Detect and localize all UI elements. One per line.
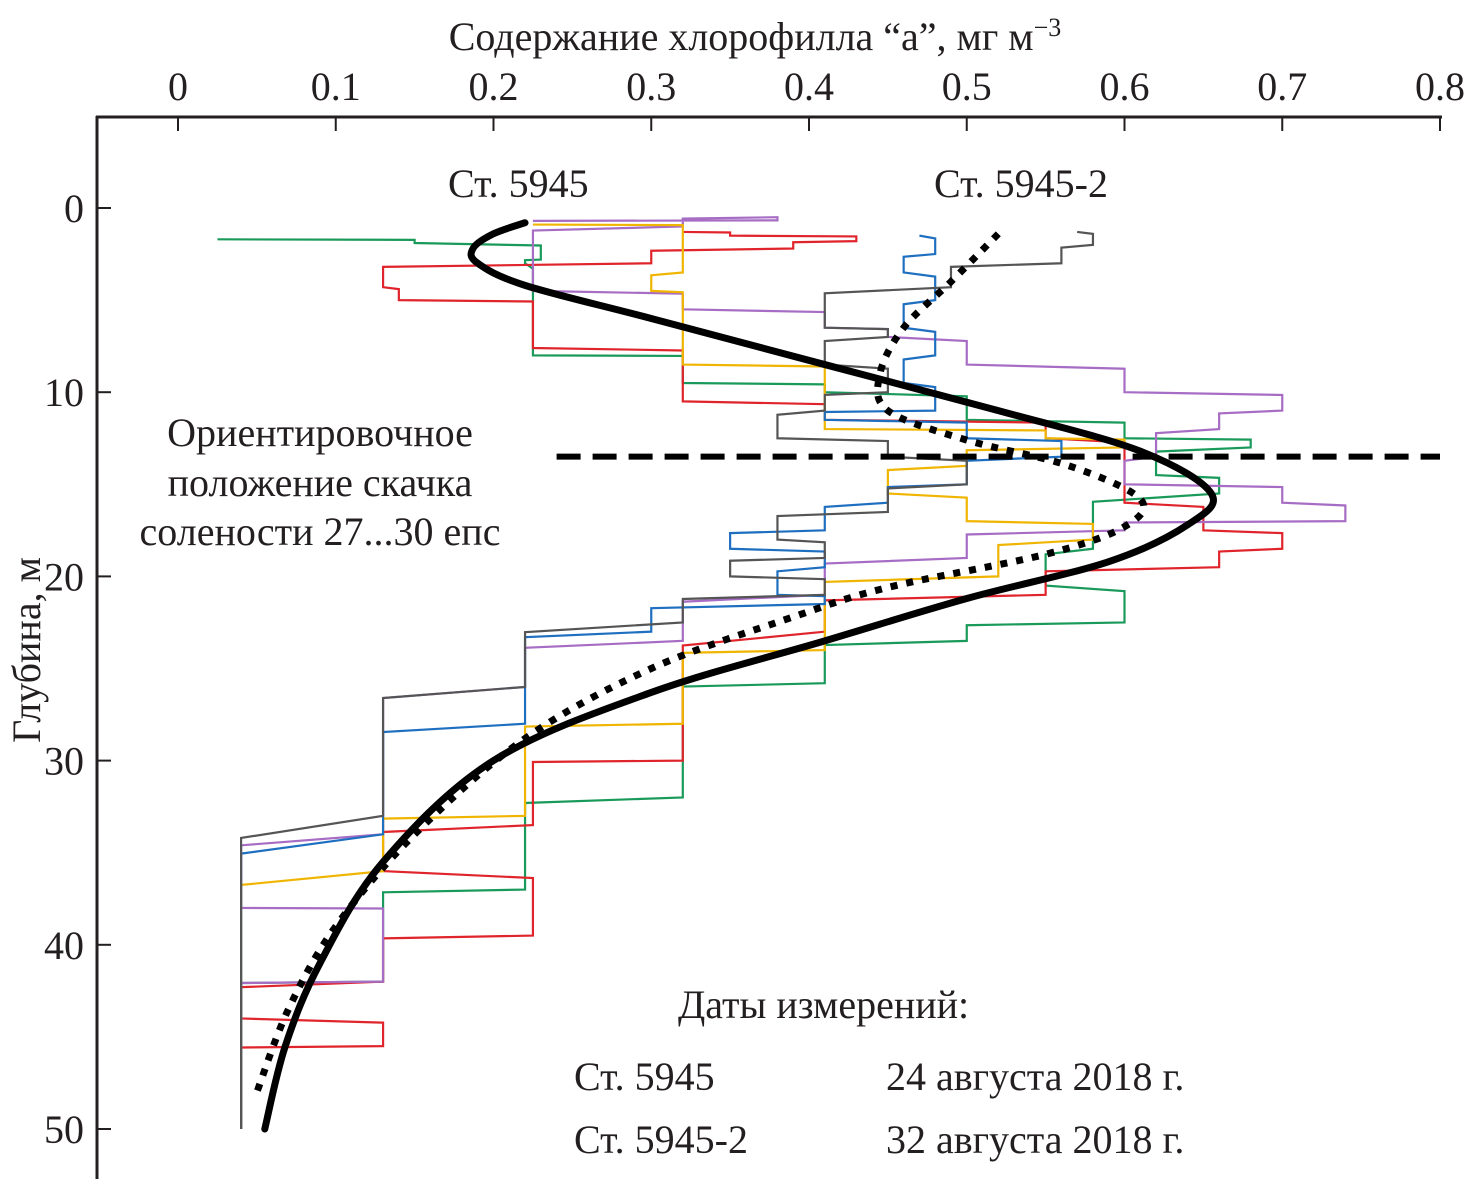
legend-date-1: 24 августа 2018 г. <box>886 1054 1184 1099</box>
fitted-curves <box>253 219 1217 1133</box>
x-tick-label: 0.1 <box>311 64 361 109</box>
x-axis-title: Содержание хлорофилла “a”, мг м−3 <box>449 13 1062 59</box>
y-tick-label: 30 <box>44 739 84 784</box>
axes: 0 0.1 0.2 0.3 0.4 0.5 0.6 0.7 0.8 0 10 20 30 40 50 <box>44 64 1465 1179</box>
x-ticks: 0 0.1 0.2 0.3 0.4 0.5 0.6 0.7 0.8 <box>168 64 1465 131</box>
x-tick-label: 0.6 <box>1100 64 1150 109</box>
raw-profiles <box>217 216 1347 1129</box>
legend-date-2: 32 августа 2018 г. <box>886 1117 1184 1162</box>
y-tick-label: 40 <box>44 923 84 968</box>
legend-station-1: Ст. 5945 <box>574 1054 715 1099</box>
profile-yellow <box>240 223 1126 1129</box>
salinity-note-line2: положение скачка <box>168 460 473 505</box>
x-tick-label: 0.4 <box>784 64 834 109</box>
station-a-label: Ст. 5945 <box>448 161 589 206</box>
x-tick-label: 0.7 <box>1257 64 1307 109</box>
y-ticks: 0 10 20 30 40 50 <box>44 186 111 1152</box>
x-tick-label: 0 <box>168 64 188 109</box>
profile-gray <box>240 230 1095 1129</box>
series-station-5945-2-curve <box>253 231 1148 1094</box>
station-b-label: Ст. 5945-2 <box>934 161 1108 206</box>
salinity-note-line1: Ориентировочное <box>167 410 473 455</box>
x-tick-label: 0.2 <box>469 64 519 109</box>
y-tick-label: 10 <box>44 370 84 415</box>
legend-title: Даты измерений: <box>678 982 969 1027</box>
salinity-note-line3: солености 27...30 епс <box>140 509 501 554</box>
x-axis-title-superscript: −3 <box>1034 13 1062 42</box>
x-tick-label: 0.3 <box>626 64 676 109</box>
legend-station-2: Ст. 5945-2 <box>574 1117 748 1162</box>
x-tick-label: 0.5 <box>942 64 992 109</box>
y-axis-title: Глубина, м <box>4 557 49 743</box>
legend: Даты измерений: Ст. 5945 24 августа 2018… <box>574 982 1184 1162</box>
x-tick-label: 0.8 <box>1415 64 1465 109</box>
y-tick-label: 50 <box>44 1107 84 1152</box>
y-tick-label: 20 <box>44 554 84 599</box>
y-tick-label: 0 <box>64 186 84 231</box>
series-station-5945-curve <box>261 219 1217 1133</box>
